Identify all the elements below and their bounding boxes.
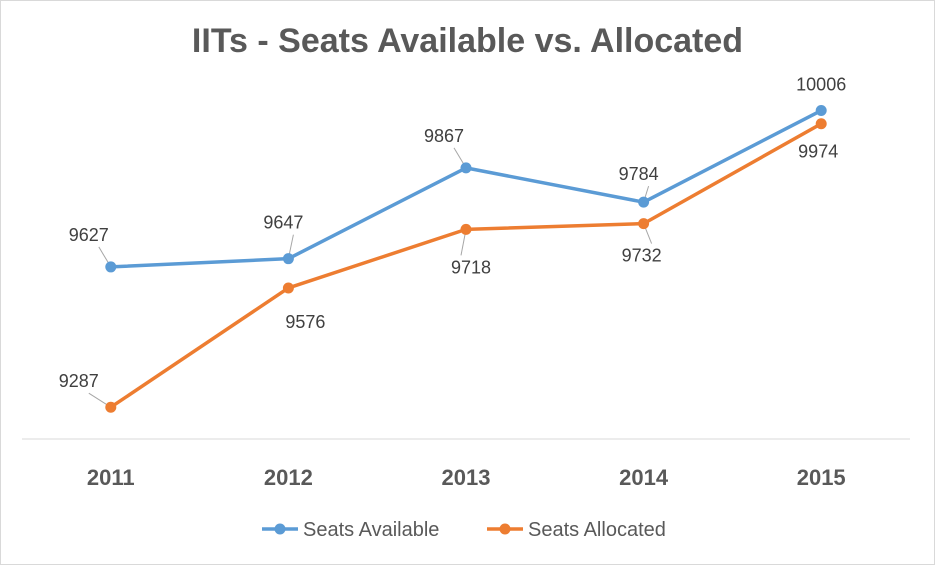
data-point	[638, 218, 650, 230]
series-line	[110, 108, 823, 269]
legend-swatch-marker	[274, 523, 286, 535]
x-tick-label: 2013	[442, 465, 491, 490]
legend-item: Seats Available	[262, 519, 439, 541]
data-point	[282, 282, 294, 294]
data-point	[815, 105, 827, 117]
legend-item: Seats Allocated	[487, 519, 666, 541]
x-tick-label: 2011	[87, 465, 135, 490]
x-tick-label: 2012	[264, 465, 313, 490]
x-tick-label: 2014	[619, 465, 669, 490]
series-seats-available: 9627 9647 9867 9784 10006	[69, 75, 846, 273]
data-label: 9784	[619, 164, 659, 184]
data-label: 9627	[69, 225, 109, 245]
data-label: 9974	[798, 142, 838, 162]
data-label: 9718	[451, 257, 491, 277]
data-label: 9287	[59, 371, 99, 391]
data-point	[460, 223, 472, 235]
data-label: 9647	[263, 213, 303, 233]
legend-label: Seats Allocated	[528, 519, 666, 541]
data-label: 9732	[622, 246, 662, 266]
data-point	[815, 118, 827, 130]
chart-title: IITs - Seats Available vs. Allocated	[191, 22, 744, 60]
data-label: 9576	[285, 312, 325, 332]
data-point	[460, 162, 472, 174]
data-point	[638, 196, 650, 208]
data-point	[282, 253, 294, 265]
legend-label: Seats Available	[303, 519, 439, 541]
data-point	[105, 401, 117, 413]
data-label: 10006	[796, 75, 846, 95]
x-axis: 2011 2012 2013 2014 2015	[22, 438, 910, 490]
series-seats-allocated: 9287 9576 9718 9732 9974	[59, 118, 838, 413]
data-point	[105, 261, 117, 273]
legend: Seats Available Seats Allocated	[262, 519, 666, 541]
x-tick-label: 2015	[797, 465, 846, 490]
data-label: 9867	[424, 126, 464, 146]
series-layer: 9627 9647 9867 9784 10006 9287 9576 9718 9732 997…	[59, 75, 846, 413]
legend-swatch-marker	[499, 523, 511, 535]
